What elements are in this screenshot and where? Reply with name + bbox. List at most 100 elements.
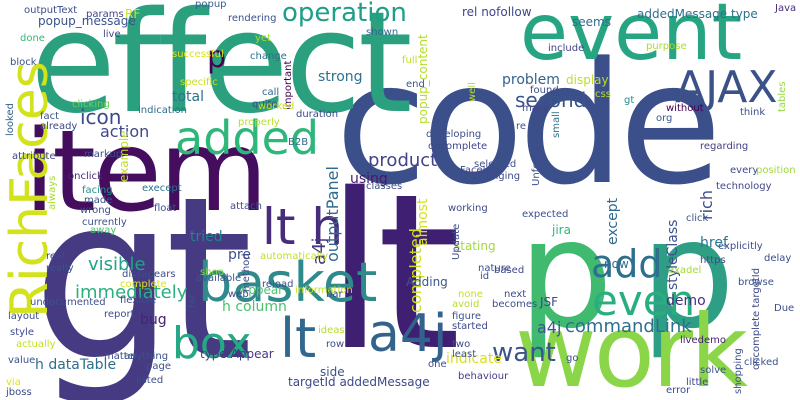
word: properly — [238, 117, 280, 128]
word: reload — [262, 279, 294, 290]
word: Appear — [240, 283, 284, 297]
word: worked — [258, 101, 295, 112]
word: demo — [666, 293, 706, 309]
word: wrong — [80, 205, 111, 216]
word: attach — [230, 201, 262, 212]
word: h column — [222, 299, 287, 315]
word: automatically — [260, 251, 329, 262]
word: side — [320, 365, 345, 379]
word: except — [605, 197, 621, 245]
word: include — [548, 43, 585, 54]
word: looked — [5, 103, 16, 136]
word: p — [207, 40, 227, 75]
word: RF — [125, 7, 141, 21]
word: addedMessage type — [637, 7, 758, 21]
word: added — [175, 111, 320, 165]
word: avoid — [452, 299, 480, 310]
word: currently — [82, 217, 127, 228]
word: based — [494, 265, 525, 276]
word: change — [250, 51, 287, 62]
word: indicate — [446, 351, 502, 367]
word: total — [172, 89, 205, 105]
word: click — [686, 213, 709, 224]
word: dissapears — [122, 269, 176, 280]
word: item — [24, 107, 268, 237]
word: shown — [366, 27, 399, 38]
word: lt — [280, 307, 317, 370]
word: basket — [198, 251, 378, 314]
word: p — [518, 188, 614, 362]
word: indication — [138, 105, 188, 116]
word: undocumented — [30, 297, 106, 308]
word: technology — [716, 181, 772, 192]
word: none — [458, 289, 483, 300]
word: oncomplete — [428, 141, 488, 152]
word: livedemo — [680, 335, 726, 346]
word: one — [428, 359, 447, 370]
word: styleClass — [665, 219, 681, 290]
word: fact — [40, 111, 60, 122]
word: a4j — [368, 304, 448, 364]
word: bar — [326, 289, 343, 300]
word: id — [480, 271, 490, 282]
word: changing — [474, 171, 521, 182]
word: complete — [120, 279, 167, 290]
word: tried — [190, 229, 223, 245]
word: gt — [624, 95, 635, 106]
word: product — [368, 150, 438, 171]
word: facing — [82, 185, 113, 196]
word: a4j — [537, 318, 562, 337]
word: operation — [282, 0, 407, 28]
word: live — [103, 29, 121, 40]
word: block — [10, 57, 37, 68]
word: pre — [228, 247, 251, 263]
word: figure — [452, 311, 482, 322]
word: really — [46, 263, 74, 274]
word: strong — [318, 69, 363, 85]
word: https — [700, 255, 726, 266]
word: delay — [764, 253, 792, 264]
word: second — [515, 88, 587, 112]
word: small — [551, 111, 562, 138]
word: real — [46, 251, 65, 262]
word: expected — [522, 209, 569, 220]
word: far — [187, 294, 198, 308]
word: href — [700, 235, 728, 251]
word: clicked — [744, 357, 779, 368]
word: without — [666, 103, 704, 114]
word: want — [492, 338, 556, 368]
word: page — [146, 361, 171, 372]
word: away — [90, 225, 117, 236]
word: onclick — [68, 171, 103, 182]
word: targetId addedMessage — [288, 375, 430, 389]
word: row — [326, 339, 345, 350]
word: style — [10, 327, 34, 338]
word: full — [402, 55, 418, 66]
word: event — [520, 0, 743, 78]
word: think — [740, 107, 766, 118]
word: effect — [30, 0, 413, 145]
word: started — [452, 321, 488, 332]
word: JSF — [540, 295, 559, 309]
word: done — [20, 33, 45, 44]
word: error — [666, 385, 691, 396]
word: value — [8, 355, 36, 366]
word: B2B — [288, 137, 309, 148]
word: next — [504, 289, 527, 300]
word: shop — [200, 267, 225, 278]
word: made — [84, 195, 113, 206]
word: exadel — [668, 265, 702, 276]
word: jira — [552, 223, 571, 237]
word: specific — [180, 77, 218, 88]
word: Update — [451, 223, 462, 260]
word: web — [228, 289, 249, 300]
word: selected — [474, 159, 517, 170]
word: gt — [32, 149, 253, 400]
word: seems — [572, 15, 611, 29]
word: float — [154, 203, 177, 214]
word: type Appear — [200, 347, 274, 361]
word: classes — [366, 181, 403, 192]
word: method — [241, 253, 252, 292]
word: display — [566, 73, 609, 87]
